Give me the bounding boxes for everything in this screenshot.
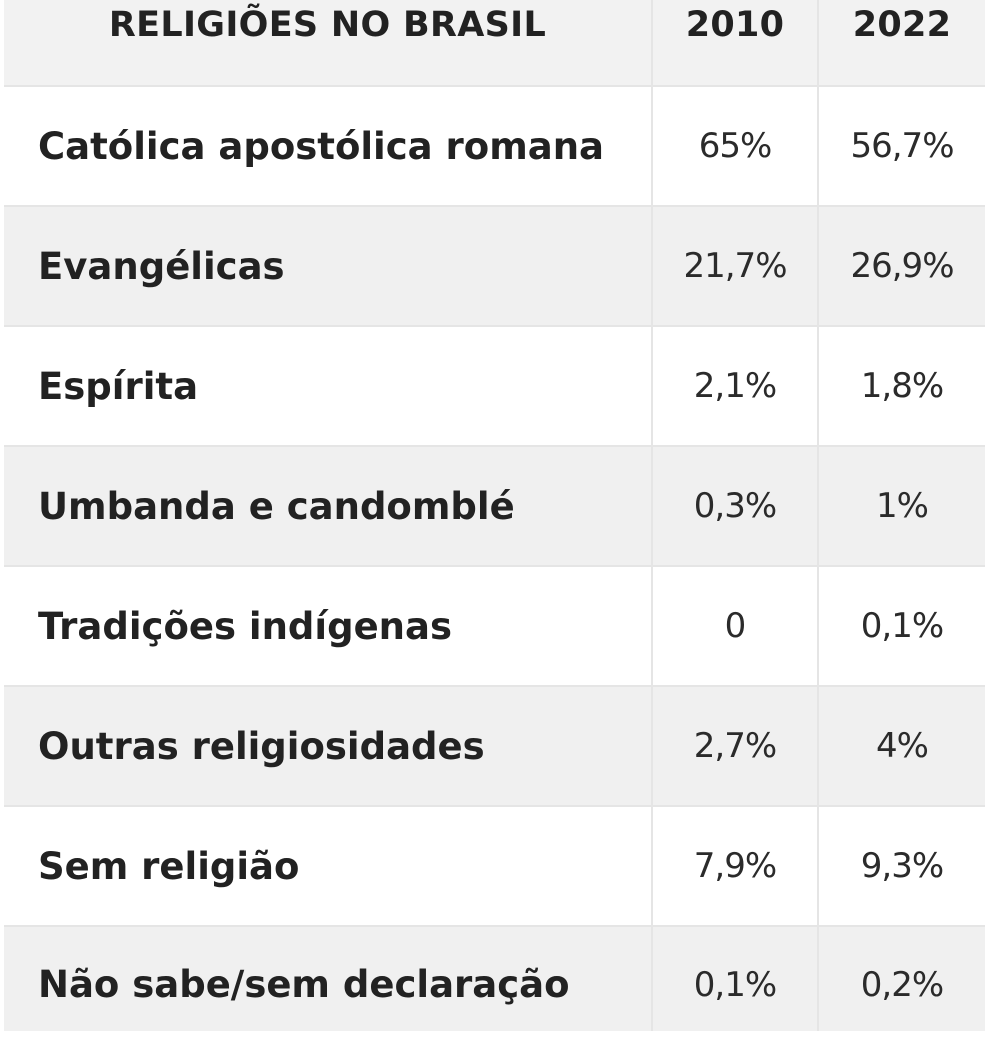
religion-name: Sem religião bbox=[4, 806, 653, 927]
value-2022: 0,1% bbox=[818, 566, 985, 687]
value-2010: 65% bbox=[652, 86, 819, 207]
value-2022: 4% bbox=[818, 686, 985, 807]
table-row: Tradições indígenas 0 0,1% bbox=[4, 566, 985, 687]
value-2022: 1,8% bbox=[818, 326, 985, 447]
value-2022: 26,9% bbox=[818, 206, 985, 327]
table-row: Espírita 2,1% 1,8% bbox=[4, 326, 985, 447]
table-row: Sem religião 7,9% 9,3% bbox=[4, 806, 985, 927]
religion-name: Não sabe/sem declaração bbox=[4, 926, 653, 1031]
value-2010: 2,1% bbox=[652, 326, 819, 447]
table-row: Outras religiosidades 2,7% 4% bbox=[4, 686, 985, 807]
value-2022: 56,7% bbox=[818, 86, 985, 207]
value-2010: 2,7% bbox=[652, 686, 819, 807]
header-year-2022: 2022 bbox=[818, 0, 985, 87]
header-row: RELIGIÕES NO BRASIL 2010 2022 bbox=[4, 0, 985, 87]
value-2010: 21,7% bbox=[652, 206, 819, 327]
religion-name: Tradições indígenas bbox=[4, 566, 653, 687]
table-row: Não sabe/sem declaração 0,1% 0,2% bbox=[4, 926, 985, 1031]
table-row: Evangélicas 21,7% 26,9% bbox=[4, 206, 985, 327]
value-2022: 0,2% bbox=[818, 926, 985, 1031]
value-2010: 7,9% bbox=[652, 806, 819, 927]
religion-name: Evangélicas bbox=[4, 206, 653, 327]
header-religion: RELIGIÕES NO BRASIL bbox=[4, 0, 653, 87]
value-2010: 0,1% bbox=[652, 926, 819, 1031]
religion-name: Outras religiosidades bbox=[4, 686, 653, 807]
value-2010: 0 bbox=[652, 566, 819, 687]
value-2022: 9,3% bbox=[818, 806, 985, 927]
religions-table: RELIGIÕES NO BRASIL 2010 2022 Católica a… bbox=[4, 0, 985, 1031]
religion-name: Católica apostólica romana bbox=[4, 86, 653, 207]
religion-name: Umbanda e candomblé bbox=[4, 446, 653, 567]
value-2010: 0,3% bbox=[652, 446, 819, 567]
religion-name: Espírita bbox=[4, 326, 653, 447]
header-year-2010: 2010 bbox=[652, 0, 819, 87]
table-row: Católica apostólica romana 65% 56,7% bbox=[4, 86, 985, 207]
table-row: Umbanda e candomblé 0,3% 1% bbox=[4, 446, 985, 567]
value-2022: 1% bbox=[818, 446, 985, 567]
